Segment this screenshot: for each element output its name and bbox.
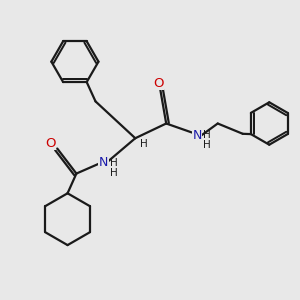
- Text: H: H: [110, 158, 118, 168]
- Text: H: H: [203, 130, 211, 140]
- Text: N: N: [99, 156, 108, 169]
- Text: O: O: [46, 137, 56, 150]
- Text: O: O: [154, 77, 164, 90]
- Text: N: N: [192, 129, 202, 142]
- Text: H: H: [110, 168, 118, 178]
- Text: H: H: [140, 139, 147, 148]
- Text: H: H: [203, 140, 211, 150]
